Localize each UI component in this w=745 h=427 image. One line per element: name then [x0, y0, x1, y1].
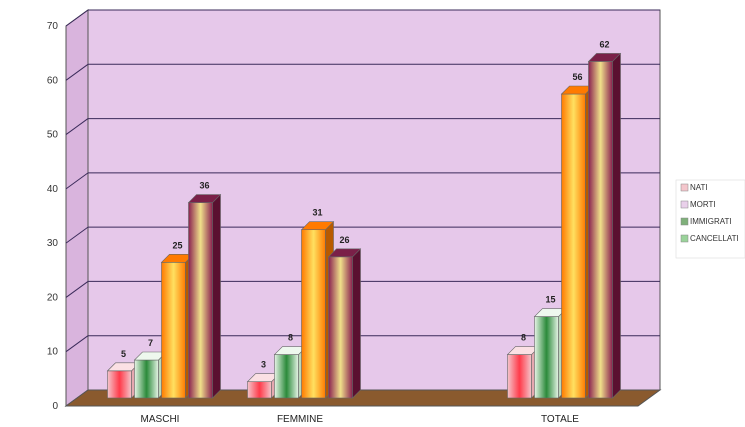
y-tick-label: 30 — [47, 238, 59, 249]
legend-label: IMMIGRATI — [690, 217, 732, 226]
bar-nati-totale — [507, 354, 532, 399]
data-label: 7 — [148, 338, 153, 348]
data-label: 25 — [172, 240, 182, 250]
bars — [106, 52, 622, 399]
bar-top-immigrati-femmine — [300, 221, 335, 231]
gridline-side — [65, 226, 89, 244]
data-label: 56 — [572, 72, 582, 82]
category-label: TOTALE — [541, 414, 579, 425]
legend-box — [675, 179, 745, 259]
legend-label: NATI — [690, 183, 708, 192]
x-axis-categories: MASCHI FEMMINE TOTALE — [141, 414, 580, 425]
y-tick-label: 60 — [47, 75, 59, 86]
bar-side-cancellati-maschi — [212, 193, 221, 399]
y-axis-ticks: 0 10 20 30 40 50 60 70 — [47, 21, 59, 412]
bar-morti-totale — [534, 316, 559, 399]
bar-morti-maschi — [134, 359, 159, 399]
data-label: 31 — [312, 208, 322, 218]
data-label: 5 — [121, 349, 126, 359]
data-label: 8 — [521, 333, 526, 343]
bar-top-cancellati-femmine — [327, 248, 362, 258]
data-label: 36 — [199, 181, 209, 191]
bar-cancellati-femmine — [328, 256, 353, 399]
gridline-side — [65, 172, 89, 190]
bar-cancellati-totale — [588, 61, 613, 399]
gridline-side — [65, 63, 89, 81]
y-tick-label: 70 — [47, 21, 59, 32]
y-tick-label: 50 — [47, 130, 59, 141]
bar-nati-maschi — [107, 370, 132, 399]
legend: NATI MORTI IMMIGRATI CANCELLATI — [675, 179, 745, 259]
bar-side-cancellati-totale — [612, 52, 621, 399]
bar-morti-femmine — [274, 354, 299, 399]
bar-top-cancellati-totale — [587, 53, 622, 62]
gridline-side — [65, 281, 89, 298]
data-label: 26 — [339, 235, 349, 245]
bar-immigrati-maschi — [161, 261, 186, 399]
legend-swatch — [680, 217, 689, 226]
legend-label: CANCELLATI — [690, 234, 739, 243]
data-labels: 5 7 25 36 3 8 31 26 8 15 56 62 — [121, 39, 610, 369]
legend-swatch — [680, 200, 689, 209]
bar-immigrati-totale — [561, 93, 586, 399]
y-tick-label: 20 — [47, 292, 59, 303]
legend-swatch — [680, 234, 689, 243]
gridline-side — [65, 335, 89, 353]
bar-side-cancellati-femmine — [352, 248, 361, 399]
bar-nati-femmine — [247, 381, 272, 399]
bar-immigrati-femmine — [301, 229, 326, 399]
data-label: 8 — [288, 333, 293, 343]
y-tick-label: 10 — [47, 347, 59, 358]
gridline-side — [65, 9, 89, 27]
bar-top-cancellati-maschi — [187, 194, 222, 203]
bar-cancellati-maschi — [188, 202, 213, 399]
legend-swatch — [680, 183, 689, 192]
y-tick-label: 0 — [52, 401, 58, 412]
y-tick-label: 40 — [47, 184, 59, 195]
data-label: 15 — [545, 295, 555, 305]
data-label: 62 — [599, 39, 609, 49]
category-label: MASCHI — [141, 414, 180, 425]
data-label: 3 — [261, 360, 266, 370]
category-label: FEMMINE — [277, 414, 323, 425]
gridline-side — [65, 118, 89, 135]
side-wall — [65, 9, 89, 407]
legend-label: MORTI — [690, 200, 716, 209]
